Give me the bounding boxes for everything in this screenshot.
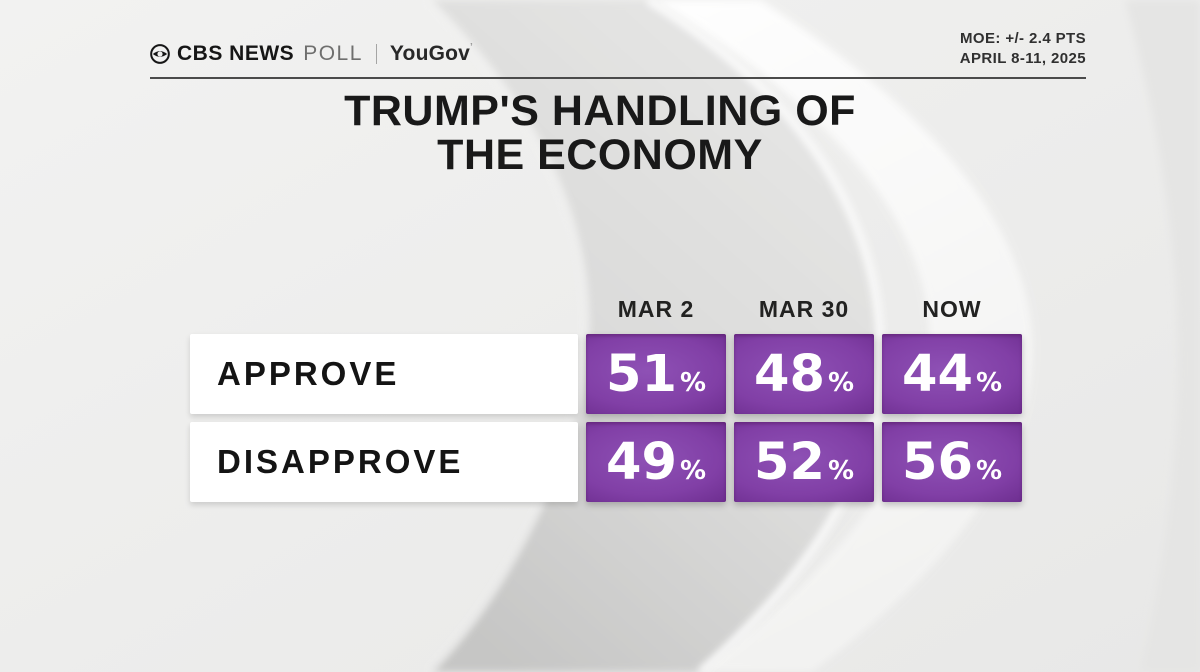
brand-divider [375,44,377,64]
poll-table: MAR 2 MAR 30 NOW APPROVE 51% 48% 44% DIS… [190,290,1022,502]
value-cell-approve-mar30: 48% [734,334,874,414]
cbs-eye-icon [150,44,170,64]
moe-block: MOE: +/- 2.4 PTS APRIL 8-11, 2025 [960,29,1086,68]
row-label-approve: APPROVE [190,334,578,414]
value-number: 56 [901,432,973,492]
moe-text: MOE: +/- 2.4 PTS [959,30,1086,47]
row-label-disapprove: DISAPPROVE [190,422,578,502]
column-header-mar2: MAR 2 [617,296,695,322]
column-header-now: NOW [922,296,982,322]
value-number: 51 [605,344,677,404]
header-rule [150,77,1086,79]
yougov-trademark: ’ [470,42,474,53]
percent-sign: % [679,455,707,486]
title-line-2: THE ECONOMY [437,130,763,179]
percent-sign: % [975,367,1003,398]
percent-sign: % [975,455,1003,486]
brand-poll: POLL [303,42,363,65]
percent-sign: % [679,367,707,398]
brand-cbs-news: CBS NEWS [177,42,295,65]
value-number: 48 [753,344,825,404]
percent-sign: % [827,455,855,486]
date-text: APRIL 8-11, 2025 [959,49,1086,67]
value-cell-approve-now: 44% [882,334,1022,414]
brand-yougov: YouGov’ [389,42,474,65]
title-line-1: TRUMP'S HANDLING OF [344,87,856,135]
value-number: 49 [605,432,677,492]
value-cell-disapprove-mar30: 52% [734,422,874,502]
column-header-mar30: MAR 30 [758,296,850,322]
value-cell-disapprove-now: 56% [882,422,1022,502]
value-cell-approve-mar2: 51% [586,334,726,414]
header-spacer [190,290,578,326]
value-number: 52 [753,432,825,492]
value-cell-disapprove-mar2: 49% [586,422,726,502]
page-title: TRUMP'S HANDLING OF THE ECONOMY [0,87,1200,179]
brand-bar: CBS NEWS POLL YouGov’ [150,42,473,66]
percent-sign: % [827,367,855,398]
value-number: 44 [901,344,973,404]
